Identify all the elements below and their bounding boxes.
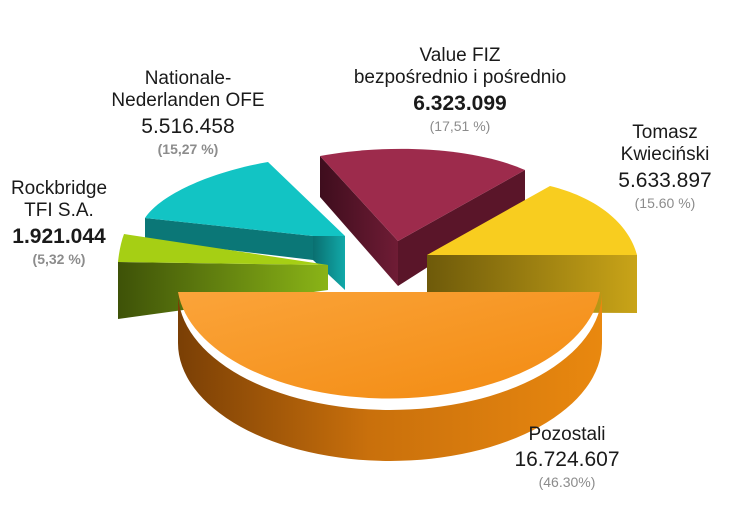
slice-nationale-nederlanden bbox=[145, 162, 345, 290]
label-tomasz-kwiecinski-percent: (15.60 %) bbox=[634, 194, 696, 211]
label-value-fiz-line2: bezpośrednio i pośrednio bbox=[353, 67, 567, 89]
label-tomasz-kwiecinski-value: 5.633.897 bbox=[618, 168, 712, 192]
label-pozostali-percent: (46.30%) bbox=[538, 474, 596, 491]
label-nationale-nederlanden-line1: Nationale- bbox=[144, 68, 232, 89]
slice-value-fiz-left-wall bbox=[320, 156, 398, 286]
slice-rockbridge-front bbox=[118, 262, 328, 319]
label-pozostali: Pozostali 16.724.607 (46.30%) bbox=[492, 424, 642, 491]
label-tomasz-kwiecinski-line1: Tomasz bbox=[632, 122, 698, 143]
slice-rockbridge bbox=[118, 234, 328, 319]
label-pozostali-value: 16.724.607 bbox=[514, 448, 620, 472]
label-rockbridge-line1: Rockbridge bbox=[10, 178, 108, 199]
label-value-fiz-line1: Value FIZ bbox=[419, 45, 501, 66]
label-nationale-nederlanden-line2: Nederlanden OFE bbox=[111, 90, 265, 112]
label-nationale-nederlanden: Nationale- Nederlanden OFE 5.516.458 (15… bbox=[98, 68, 278, 157]
slice-pozostali-top bbox=[178, 292, 600, 399]
label-value-fiz: Value FIZ bezpośrednio i pośrednio 6.323… bbox=[340, 45, 580, 134]
slice-pozostali bbox=[178, 292, 602, 461]
label-value-fiz-value: 6.323.099 bbox=[413, 91, 507, 115]
label-nationale-nederlanden-value: 5.516.458 bbox=[141, 114, 235, 138]
label-nationale-nederlanden-percent: (15,27 %) bbox=[157, 140, 219, 157]
label-value-fiz-percent: (17,51 %) bbox=[429, 117, 491, 134]
label-rockbridge-line2: TFI S.A. bbox=[24, 200, 94, 222]
label-rockbridge-percent: (5,32 %) bbox=[32, 250, 86, 267]
slice-pozostali-side bbox=[178, 292, 602, 461]
slice-nationale-nederlanden-top bbox=[145, 162, 345, 236]
slice-nationale-nederlanden-wall bbox=[313, 236, 345, 290]
slice-rockbridge-top bbox=[118, 234, 328, 265]
label-rockbridge-value: 1.921.044 bbox=[12, 224, 106, 248]
label-tomasz-kwiecinski: Tomasz Kwieciński 5.633.897 (15.60 %) bbox=[600, 122, 730, 211]
label-pozostali-line1: Pozostali bbox=[528, 424, 606, 445]
label-tomasz-kwiecinski-line2: Kwieciński bbox=[620, 144, 710, 166]
slice-nationale-nederlanden-depth bbox=[145, 218, 313, 260]
slice-value-fiz-top bbox=[320, 148, 525, 241]
slice-tomasz-kwiecinski-top bbox=[427, 186, 637, 255]
label-rockbridge: Rockbridge TFI S.A. 1.921.044 (5,32 %) bbox=[0, 178, 118, 267]
